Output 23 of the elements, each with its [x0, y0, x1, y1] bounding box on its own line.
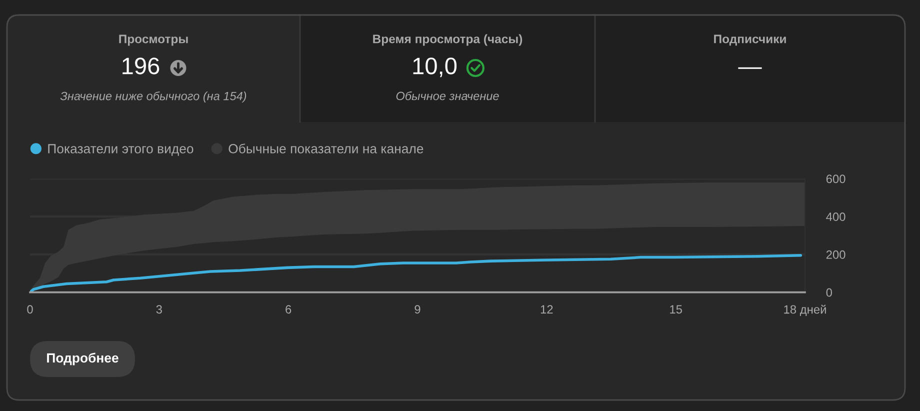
text: Значение ниже обычного (на 154): [60, 91, 246, 103]
y-tick-label: 600: [826, 174, 846, 184]
x-tick-label: 12: [540, 305, 553, 314]
x-tick-label: 0: [27, 305, 33, 314]
text: Подробнее: [47, 352, 118, 366]
legend-label: Обычные показатели на канале: [228, 144, 424, 154]
x-tick-label: 3: [156, 305, 162, 314]
line-series: [30, 254, 802, 292]
text: 10,0: [413, 58, 457, 78]
text: —: [738, 67, 762, 69]
legend-label: Показатели этого видео: [48, 144, 194, 156]
x-tick-label: 6: [286, 305, 292, 314]
text: 196: [122, 58, 160, 74]
text: Подписчики: [714, 34, 786, 46]
x-tick-label: 9: [414, 305, 420, 314]
y-tick-label: 200: [826, 250, 846, 259]
y-tick-label: 0: [826, 288, 832, 297]
x-tick-label: 15: [670, 305, 682, 314]
x-tick-label: 18 дней: [784, 304, 826, 316]
text: Время просмотра (часы): [373, 34, 522, 46]
text: Просмотры: [119, 34, 188, 46]
text: Обычное значение: [396, 91, 499, 100]
y-tick-label: 400: [826, 212, 846, 222]
